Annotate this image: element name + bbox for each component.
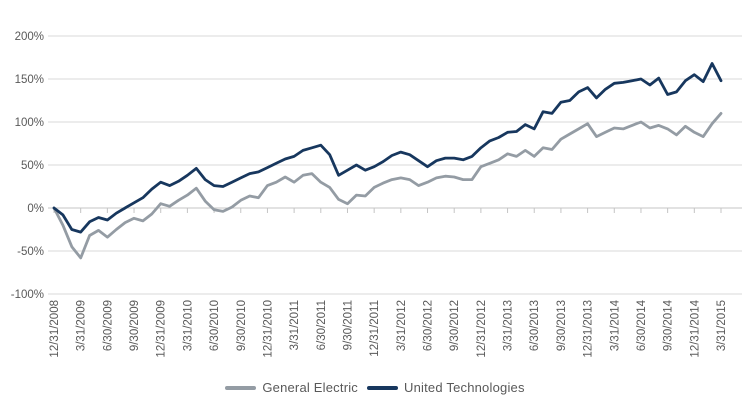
x-axis-tick-label: 9/30/2011 <box>342 300 354 350</box>
x-axis-tick-label: 3/31/2014 <box>609 299 621 351</box>
x-axis-tick-label: 6/30/2013 <box>529 300 541 351</box>
y-axis-tick-label: -50% <box>17 246 44 258</box>
legend-item-united-technologies: United Technologies <box>367 380 525 395</box>
x-axis-tick-label: 3/31/2015 <box>716 300 728 351</box>
x-axis-tick-label: 9/30/2009 <box>129 300 141 351</box>
x-axis-tick-label: 6/30/2011 <box>316 300 328 350</box>
x-axis-tick-label: 9/30/2012 <box>449 300 461 351</box>
x-axis-tick-label: 6/30/2009 <box>102 300 114 351</box>
chart-legend: General Electric United Technologies <box>0 380 750 395</box>
y-axis-tick-label: 100% <box>15 117 44 129</box>
united-technologies-line-swatch <box>367 385 399 390</box>
x-axis-tick-label: 12/31/2010 <box>262 300 274 358</box>
x-axis-tick-label: 3/31/2013 <box>503 300 515 351</box>
y-axis-tick-label: 50% <box>21 160 44 172</box>
x-axis-tick-label: 6/30/2012 <box>423 300 435 351</box>
x-axis-tick-label: 3/31/2010 <box>182 300 194 351</box>
y-axis-tick-label: 0% <box>27 203 44 215</box>
y-axis-tick-label: -100% <box>11 289 44 301</box>
performance-line-chart: 200% 150% 100% 50% 0% -50% -100% 12/31/2008 3/31… <box>11 31 742 358</box>
legend-label-united-technologies: United Technologies <box>404 380 525 395</box>
x-axis-tick-label: 9/30/2010 <box>236 300 248 351</box>
x-axis-tick-label: 12/31/2012 <box>476 300 488 358</box>
x-axis-tick-label: 6/30/2010 <box>209 300 221 351</box>
series-line-united-technologies <box>52 62 723 234</box>
x-axis-tick-label: 3/31/2009 <box>76 300 88 351</box>
x-axis-tick-label: 9/30/2014 <box>663 299 675 351</box>
general-electric-line-swatch <box>225 385 257 390</box>
y-axis-tick-label: 200% <box>15 31 44 43</box>
legend-label-general-electric: General Electric <box>262 380 359 395</box>
y-axis-tick-label: 150% <box>15 74 44 86</box>
x-axis-tick-label: 3/31/2011 <box>289 300 301 350</box>
x-axis-tick-label: 12/31/2014 <box>689 299 701 357</box>
x-axis-tick-label: 3/31/2012 <box>396 300 408 351</box>
x-axis-tick-label: 12/31/2013 <box>583 300 595 358</box>
x-axis-tick-label: 9/30/2013 <box>556 300 568 351</box>
x-axis-tick-label: 12/31/2011 <box>369 300 381 357</box>
legend-item-general-electric: General Electric <box>225 380 358 395</box>
x-axis-tick-label: 12/31/2008 <box>49 300 61 358</box>
x-axis-tick-label: 12/31/2009 <box>156 300 168 358</box>
series-line-general-electric <box>52 112 723 260</box>
x-axis-tick-label: 6/30/2014 <box>636 299 648 351</box>
